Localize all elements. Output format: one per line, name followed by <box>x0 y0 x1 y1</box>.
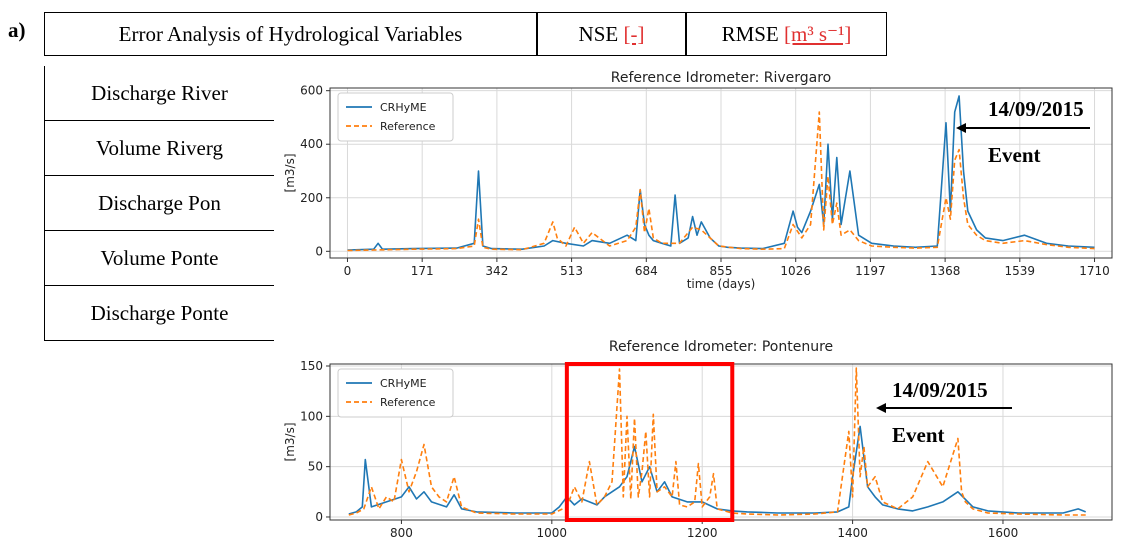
table-row: Volume Riverg <box>44 121 274 176</box>
highlight-box <box>564 362 735 522</box>
x-tick-label: 342 <box>485 264 508 278</box>
row-label: Discharge Ponte <box>90 300 229 325</box>
y-tick-label: 200 <box>300 191 323 205</box>
x-tick-label: 1200 <box>687 526 718 540</box>
legend-box <box>337 92 454 142</box>
y-axis-label: [m3/s] <box>283 423 297 462</box>
x-tick-label: 1539 <box>1005 264 1036 278</box>
header-nse-unit: [-] <box>623 21 645 46</box>
series-line-reference <box>348 367 1086 516</box>
annotation-date: 14/09/2015 <box>892 378 988 402</box>
x-tick-label: 1600 <box>988 526 1019 540</box>
x-tick-label: 1000 <box>537 526 568 540</box>
x-tick-label: 800 <box>390 526 413 540</box>
header-nse-text: NSE <box>578 21 619 46</box>
y-tick-label: 600 <box>300 84 323 98</box>
y-tick-label: 50 <box>308 460 323 474</box>
y-tick-label: 400 <box>300 137 323 151</box>
legend-label: Reference <box>380 396 436 409</box>
annotation-date: 14/09/2015 <box>988 97 1084 121</box>
header-rmse-text: RMSE <box>721 21 779 46</box>
header-rmse-unit: [m³ s⁻¹] <box>784 21 852 46</box>
row-label: Discharge River <box>91 80 228 105</box>
table-row: Discharge Pon <box>44 176 274 231</box>
x-tick-label: 855 <box>710 264 733 278</box>
panel-label: a) <box>8 18 26 42</box>
table-row: Discharge Ponte <box>44 286 274 341</box>
row-label: Volume Ponte <box>100 245 219 270</box>
x-tick-label: 1710 <box>1079 264 1110 278</box>
annotation-label: Event <box>988 143 1041 167</box>
table-header-nse: NSE [-] <box>537 12 686 56</box>
annotation-label: Event <box>892 423 945 447</box>
chart-title: Reference Idrometer: Rivergaro <box>611 70 832 86</box>
chart-rivergaro: 0 171 342 513 684 855 1026 1197 1368 1539 1710 0 200… <box>283 70 1113 291</box>
header-variables-text: Error Analysis of Hydrological Variables <box>118 21 463 46</box>
y-tick-label: 0 <box>315 510 323 524</box>
y-tick-label: 0 <box>315 244 323 258</box>
x-axis-label: time (days) <box>687 277 756 291</box>
x-tick-label: 1368 <box>930 264 961 278</box>
table-header-rmse: RMSE [m³ s⁻¹] <box>686 12 887 56</box>
x-tick-label: 1197 <box>855 264 886 278</box>
chart-title: Reference Idrometer: Pontenure <box>609 339 833 355</box>
x-tick-label: 171 <box>411 264 434 278</box>
y-tick-label: 150 <box>300 359 323 373</box>
chart-pontenure: 800 1000 1200 1400 1600 0 50 100 150 Reference Id… <box>283 339 1113 540</box>
x-tick-label: 684 <box>635 264 658 278</box>
row-label: Volume Riverg <box>96 135 223 160</box>
table-header-variables: Error Analysis of Hydrological Variables <box>44 12 537 56</box>
table-row: Volume Ponte <box>44 231 274 286</box>
series-line-crhyme <box>348 425 1086 515</box>
x-tick-label: 1026 <box>780 264 811 278</box>
series-line-reference <box>347 111 1095 252</box>
legend-box <box>337 368 454 418</box>
x-tick-label: 0 <box>344 264 352 278</box>
x-tick-label: 1400 <box>837 526 868 540</box>
y-tick-label: 100 <box>300 409 323 423</box>
row-label: Discharge Pon <box>98 190 221 215</box>
table-row: Discharge River <box>44 66 274 121</box>
y-axis-label: [m3/s] <box>283 154 297 193</box>
legend-label: CRHyME <box>380 377 427 390</box>
legend-label: CRHyME <box>380 101 427 114</box>
legend-label: Reference <box>380 120 436 133</box>
x-tick-label: 513 <box>560 264 583 278</box>
